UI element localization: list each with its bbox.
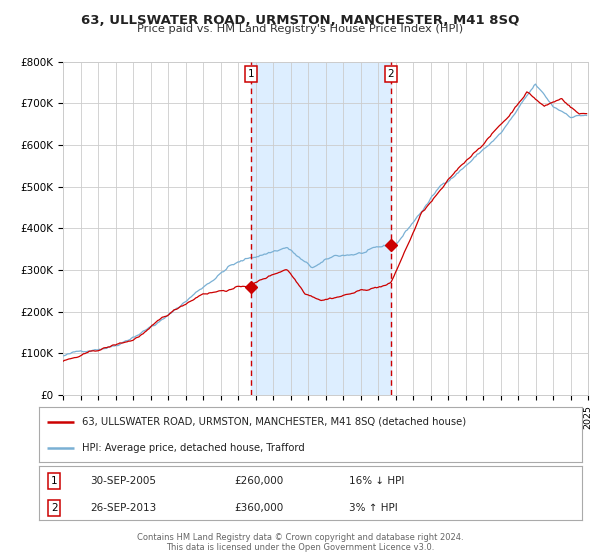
Text: Contains HM Land Registry data © Crown copyright and database right 2024.: Contains HM Land Registry data © Crown c… bbox=[137, 533, 463, 542]
Text: HPI: Average price, detached house, Trafford: HPI: Average price, detached house, Traf… bbox=[82, 444, 305, 453]
Text: 63, ULLSWATER ROAD, URMSTON, MANCHESTER, M41 8SQ (detached house): 63, ULLSWATER ROAD, URMSTON, MANCHESTER,… bbox=[82, 417, 467, 427]
Text: 3% ↑ HPI: 3% ↑ HPI bbox=[349, 503, 397, 513]
Text: 16% ↓ HPI: 16% ↓ HPI bbox=[349, 476, 404, 486]
Text: This data is licensed under the Open Government Licence v3.0.: This data is licensed under the Open Gov… bbox=[166, 543, 434, 552]
Text: £260,000: £260,000 bbox=[235, 476, 284, 486]
Text: 63, ULLSWATER ROAD, URMSTON, MANCHESTER, M41 8SQ: 63, ULLSWATER ROAD, URMSTON, MANCHESTER,… bbox=[81, 14, 519, 27]
Text: £360,000: £360,000 bbox=[235, 503, 284, 513]
Text: 1: 1 bbox=[248, 69, 254, 79]
Bar bbox=[251, 62, 391, 395]
Text: 30-SEP-2005: 30-SEP-2005 bbox=[91, 476, 157, 486]
Text: 26-SEP-2013: 26-SEP-2013 bbox=[91, 503, 157, 513]
Text: 2: 2 bbox=[51, 503, 58, 513]
Text: 1: 1 bbox=[51, 476, 58, 486]
Text: 2: 2 bbox=[388, 69, 394, 79]
Text: Price paid vs. HM Land Registry's House Price Index (HPI): Price paid vs. HM Land Registry's House … bbox=[137, 24, 463, 34]
